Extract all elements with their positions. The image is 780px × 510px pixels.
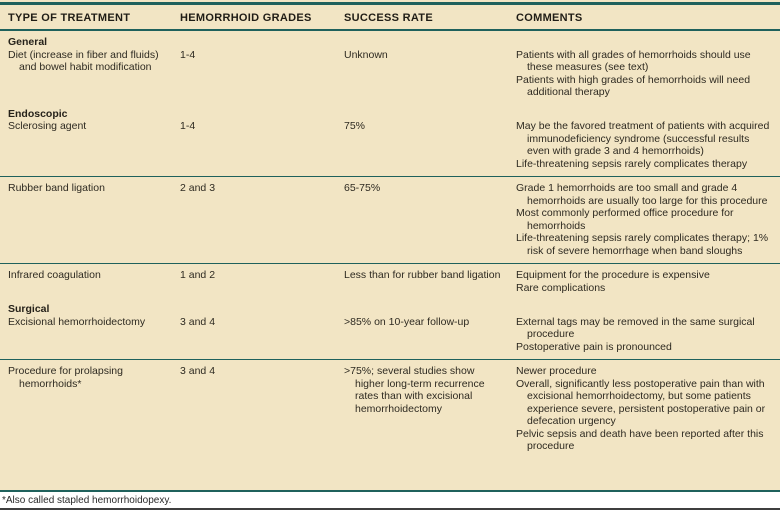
comment-line: Life-threatening sepsis rarely complicat… <box>516 232 769 257</box>
table-top-rule <box>0 2 780 5</box>
table-band: Infrared coagulation 1 and 2 Less than for… <box>0 264 780 360</box>
table-footnote: *Also called stapled hemorrhoidopexy. <box>2 495 172 506</box>
success-cell: >75%; several studies show higher long-t… <box>344 365 485 415</box>
grades-cell: 2 and 3 <box>180 182 216 194</box>
table-row: Procedure for prolapsing hemorrhoids* 3 a… <box>8 365 772 453</box>
treatment-cell: Rubber band ligation <box>8 182 105 194</box>
comment-line: Equipment for the procedure is expensive <box>516 269 710 281</box>
comment-line: Patients with high grades of hemorrhoids… <box>516 73 751 99</box>
grades-cell: 3 and 4 <box>180 315 216 328</box>
success-cell: 75% <box>344 120 366 132</box>
treatment-cell: Procedure for prolapsing hemorrhoids* <box>8 365 123 390</box>
table-band: Rubber band ligation 2 and 3 65-75% Grade 1… <box>0 177 780 264</box>
table-band: General Diet (increase in fiber and fluid… <box>0 31 780 177</box>
treatment-table: TYPE OF TREATMENT HEMORRHOID GRADES SUCC… <box>0 0 780 492</box>
comments-cell: External tags may be removed in the same… <box>516 316 772 354</box>
success-cell: Unknown <box>344 48 388 61</box>
column-header-grades: HEMORRHOID GRADES <box>180 12 312 24</box>
table-row: Diet (increase in fiber and fluids) and … <box>8 49 772 99</box>
table-row: Rubber band ligation 2 and 3 65-75% Grade 1… <box>8 182 772 257</box>
comment-line: Most commonly performed office procedure… <box>516 207 734 232</box>
table-row: Sclerosing agent 1-4 75% May be the favored… <box>8 120 772 170</box>
grades-cell: 3 and 4 <box>180 365 216 377</box>
comment-line: Rare complications <box>516 281 606 294</box>
comment-line: May be the favored treatment of patients… <box>516 120 770 157</box>
table-row: Infrared coagulation 1 and 2 Less than for… <box>8 269 772 294</box>
column-header-comments: COMMENTS <box>516 12 583 24</box>
table-row: Excisional hemorrhoidectomy 3 and 4 >85% o… <box>8 316 772 354</box>
success-cell: >85% on 10-year follow-up <box>344 315 470 328</box>
section-header: General <box>8 36 48 48</box>
comments-cell: Grade 1 hemorrhoids are too small and gr… <box>516 182 772 257</box>
comment-line: Grade 1 hemorrhoids are too small and gr… <box>516 182 768 207</box>
treatment-cell: Diet (increase in fiber and fluids) and … <box>8 48 159 74</box>
section-header: Surgical <box>8 303 50 315</box>
comment-line: Postoperative pain is pronounced <box>516 340 672 353</box>
comment-line: Newer procedure <box>516 365 597 377</box>
success-cell: 65-75% <box>344 182 381 194</box>
table-body: General Diet (increase in fiber and fluid… <box>0 31 780 459</box>
section-header: Endoscopic <box>8 107 68 120</box>
comment-line: Overall, significantly less postoperativ… <box>516 377 766 428</box>
grades-cell: 1 and 2 <box>180 269 216 281</box>
comments-cell: Equipment for the procedure is expensive… <box>516 269 772 294</box>
comment-line: External tags may be removed in the same… <box>516 315 755 341</box>
treatment-cell: Sclerosing agent <box>8 120 87 132</box>
comment-line: Patients with all grades of hemorrhoids … <box>516 48 751 74</box>
column-header-success: SUCCESS RATE <box>344 12 433 24</box>
comment-line: Pelvic sepsis and death have been report… <box>516 427 764 453</box>
comment-line: Life-threatening sepsis rarely complicat… <box>516 157 748 170</box>
treatment-cell: Excisional hemorrhoidectomy <box>8 315 146 328</box>
comments-cell: May be the favored treatment of patients… <box>516 120 772 170</box>
comments-cell: Newer procedure Overall, significantly le… <box>516 365 772 453</box>
column-header-treatment: TYPE OF TREATMENT <box>8 12 131 24</box>
comments-cell: Patients with all grades of hemorrhoids … <box>516 49 772 99</box>
success-cell: Less than for rubber band ligation <box>344 269 501 281</box>
table-band: Procedure for prolapsing hemorrhoids* 3 a… <box>0 360 780 459</box>
grades-cell: 1-4 <box>180 48 196 61</box>
footnote-area: *Also called stapled hemorrhoidopexy. <box>0 492 780 510</box>
grades-cell: 1-4 <box>180 120 196 132</box>
treatment-cell: Infrared coagulation <box>8 269 101 281</box>
table-header-row: TYPE OF TREATMENT HEMORRHOID GRADES SUCC… <box>0 5 780 31</box>
